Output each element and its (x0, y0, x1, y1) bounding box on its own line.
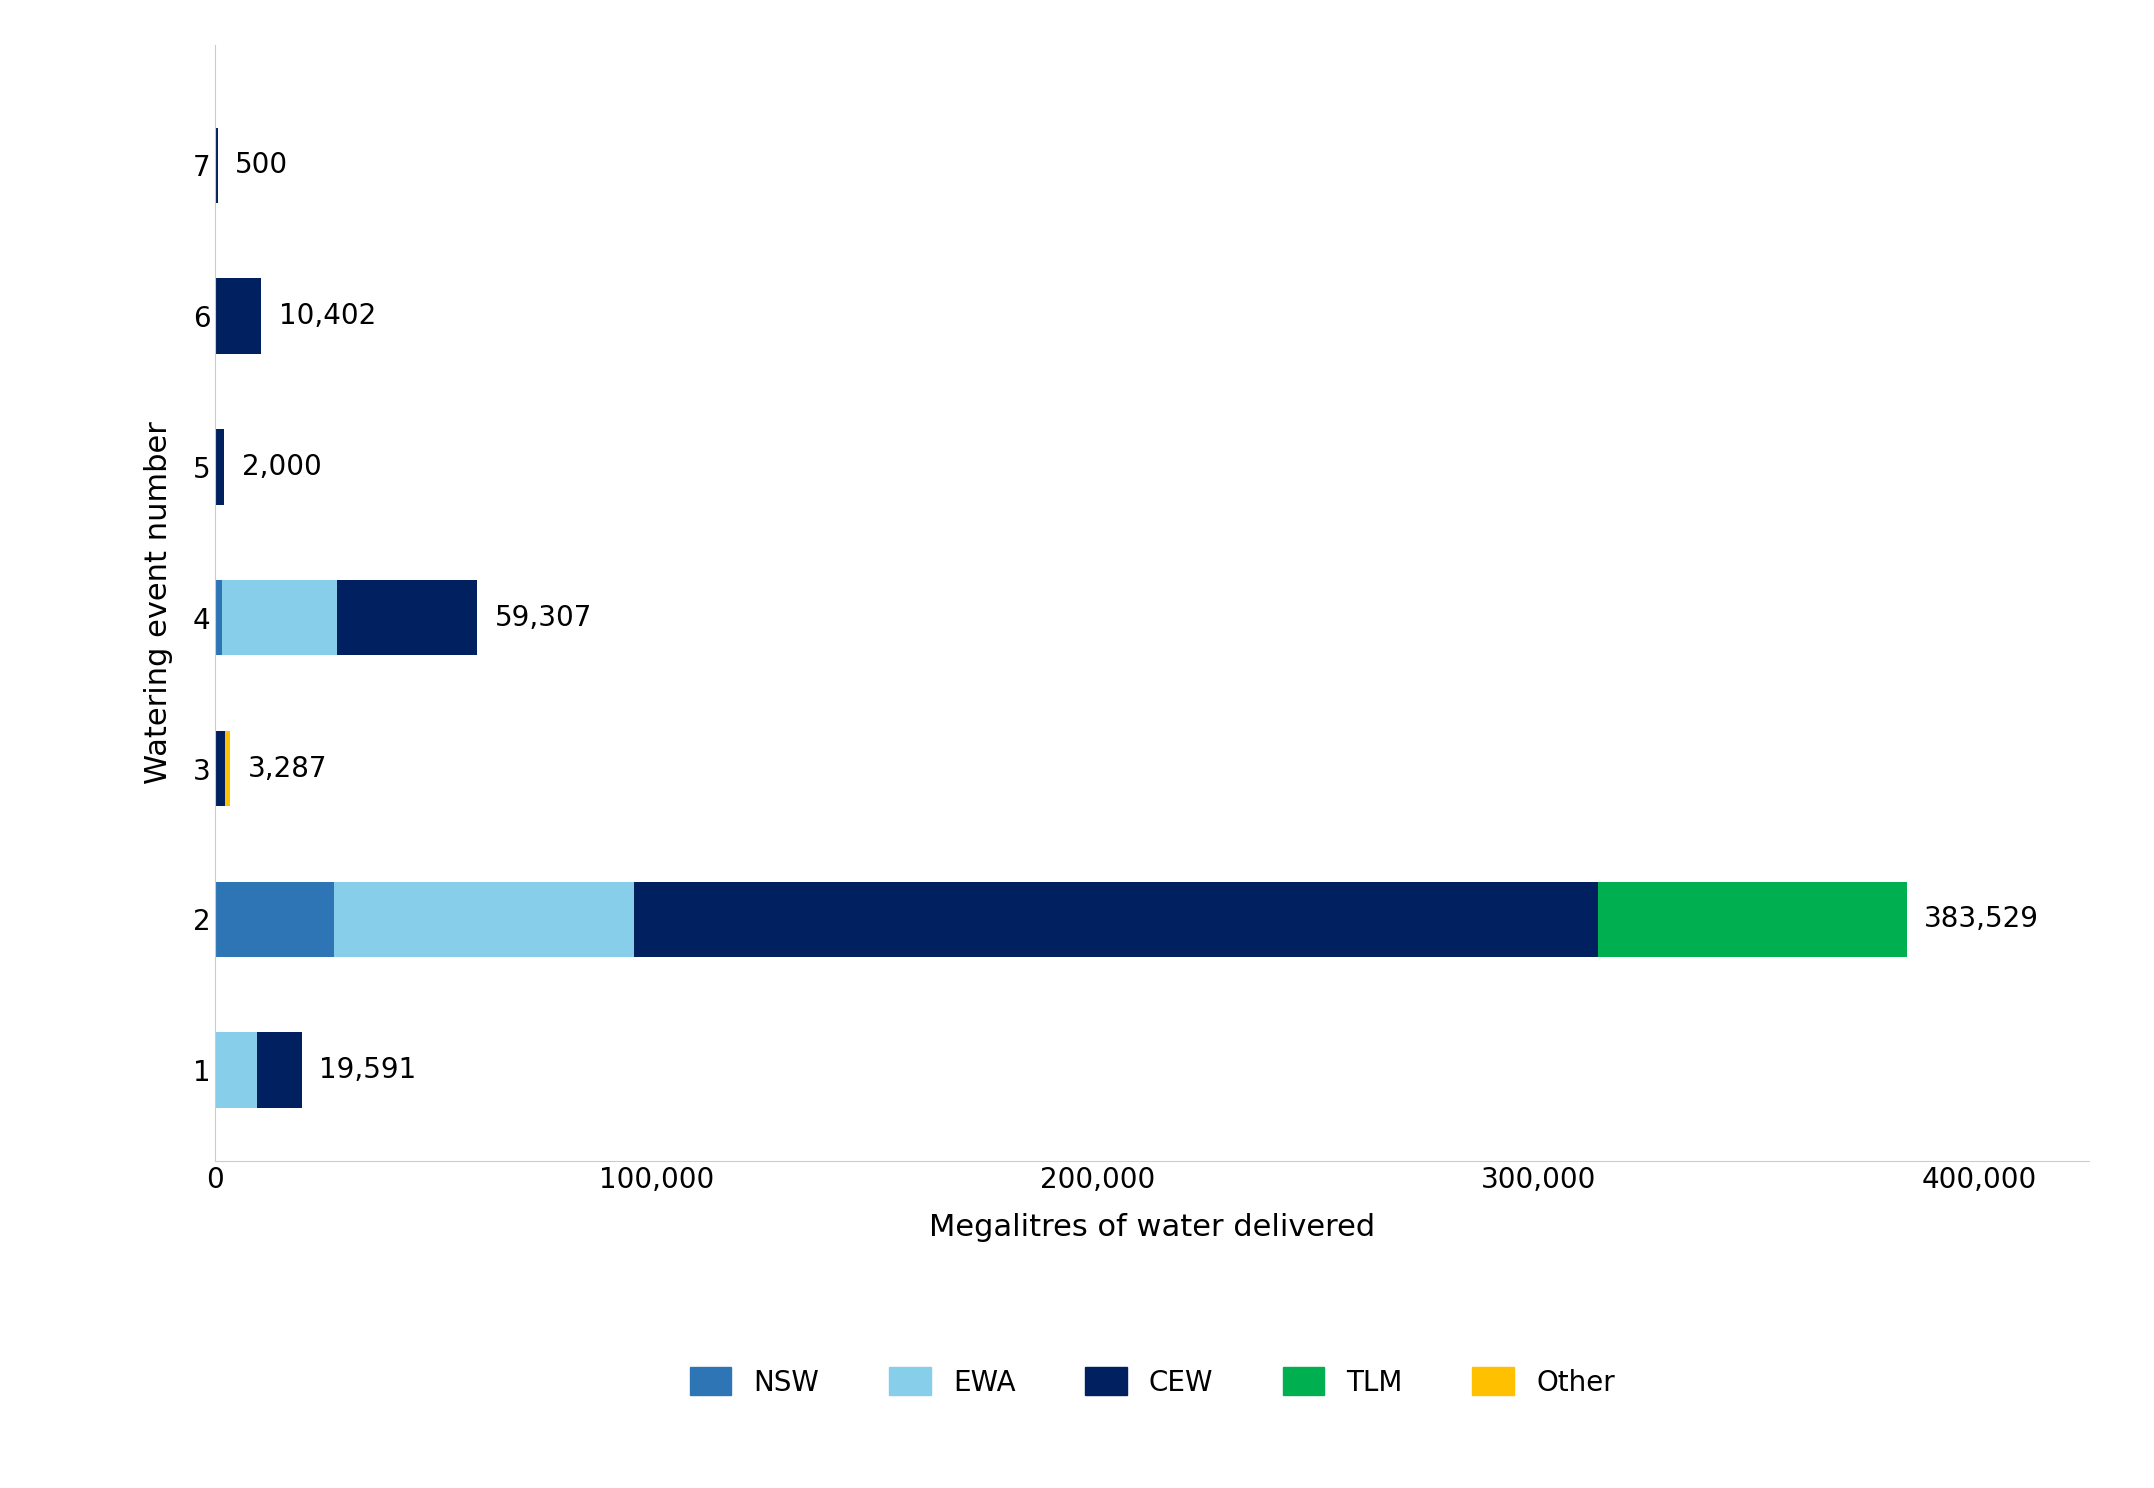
Text: 10,402: 10,402 (278, 302, 377, 330)
Text: 500: 500 (235, 152, 289, 179)
Bar (215, 128, 218, 202)
Bar (215, 881, 334, 957)
Bar (256, 1033, 302, 1109)
Bar (215, 429, 224, 504)
Bar (226, 731, 230, 806)
Text: 383,529: 383,529 (1924, 905, 2040, 933)
Bar (336, 580, 476, 655)
Legend: NSW, EWA, CEW, TLM, Other: NSW, EWA, CEW, TLM, Other (676, 1353, 1628, 1411)
Text: 2,000: 2,000 (241, 452, 321, 481)
Bar (633, 881, 1598, 957)
X-axis label: Megalitres of water delivered: Megalitres of water delivered (928, 1213, 1376, 1242)
Bar (1598, 881, 1906, 957)
Bar (215, 580, 222, 655)
Bar (215, 731, 226, 806)
Bar (215, 1033, 256, 1109)
Text: 19,591: 19,591 (319, 1056, 416, 1085)
Y-axis label: Watering event number: Watering event number (144, 421, 172, 784)
Bar (222, 580, 336, 655)
Text: 3,287: 3,287 (248, 754, 327, 783)
Text: 59,307: 59,307 (495, 604, 592, 632)
Bar (334, 881, 633, 957)
Bar (215, 278, 261, 354)
